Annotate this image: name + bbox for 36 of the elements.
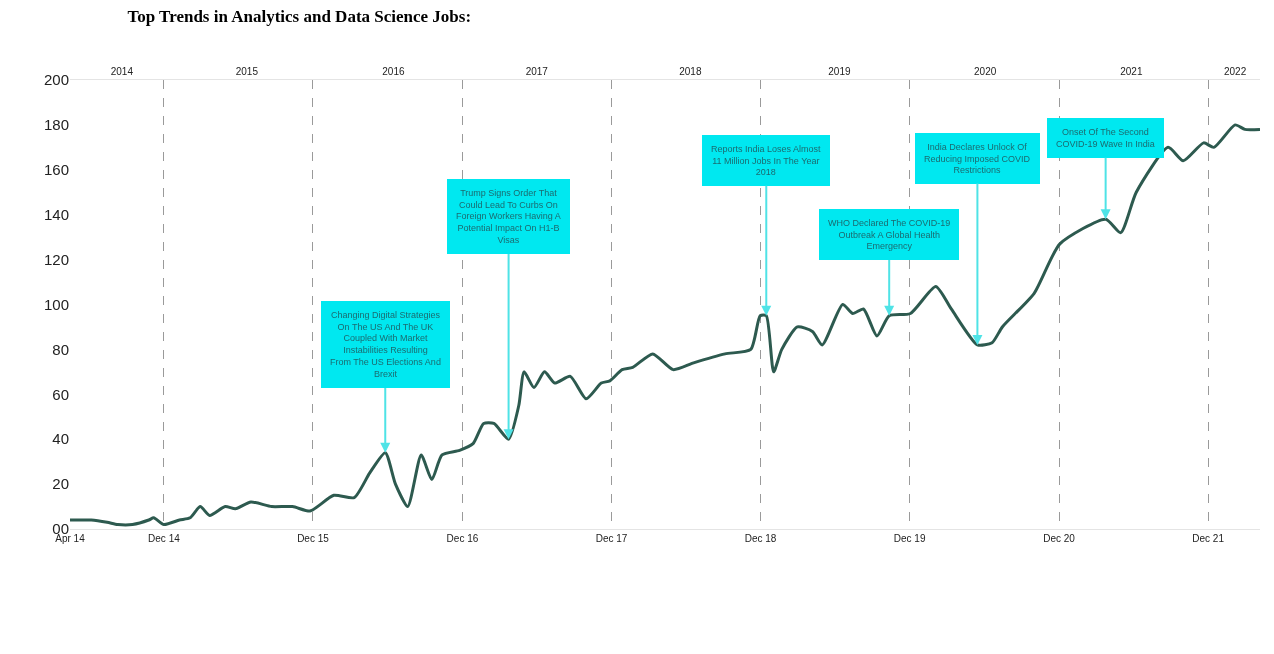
x-tick-label: Dec 14 (148, 533, 181, 544)
y-tick-label: 80 (52, 340, 69, 358)
y-tick-label: 180 (43, 116, 69, 134)
x2-tick-label: 2018 (679, 66, 702, 77)
x2-tick-label: 2017 (525, 66, 549, 77)
annotation: Changing Digital Strategies On The US And The UK Coupled With Market Instabilities Resulting From The US Elections And Brexit (330, 310, 441, 379)
x-tick-label: Dec 20 (1043, 533, 1076, 544)
y-tick-label: 20 (52, 475, 69, 493)
chart-title: Top Trends in Analytics and Data Science Jobs: (127, 6, 472, 26)
x-tick-label: Dec 21 (1192, 533, 1225, 544)
x-tick-label: Dec 18 (744, 533, 777, 544)
x2-tick-label: 2022 (1223, 66, 1247, 77)
x-tick-label: Dec 16 (446, 533, 479, 544)
x2-tick-label: 2015 (235, 66, 259, 77)
y-tick-label: 60 (52, 385, 69, 403)
annotation: Trump Signs Order That Could Lead To Curbs On Foreign Workers Having A Potential Impact On H1-B Visas (456, 188, 561, 245)
x-tick-label: Apr 14 (55, 533, 86, 544)
y-tick-label: 120 (43, 250, 69, 268)
x2-tick-label: 2016 (382, 66, 405, 77)
x-tick-label: Dec 17 (595, 533, 628, 544)
annotation: Reports India Loses Almost 11 Million Jobs In The Year 2018 (711, 144, 822, 178)
annotation: WHO Declared The COVID-19 Outbreak A Global Health Emergency (828, 218, 951, 252)
x2-tick-label: 2019 (828, 66, 851, 77)
x2-tick-label: 2014 (110, 66, 134, 77)
x-tick-label: Dec 19 (893, 533, 926, 544)
x2-tick-label: 2021 (1120, 66, 1143, 77)
x2-tick-label: 2020 (974, 66, 997, 77)
y-tick-label: 160 (43, 161, 69, 179)
annotation: India Declares Unlock Of Reducing Imposed COVID Restrictions (924, 142, 1031, 176)
annotation: Onset Of The Second COVID-19 Wave In India (1056, 127, 1155, 149)
y-tick-label: 100 (43, 295, 69, 313)
line-series (70, 123, 1260, 527)
y-tick-label: 40 (52, 430, 69, 448)
y-tick-label: 140 (43, 205, 69, 223)
y-tick-label: 200 (43, 71, 69, 89)
x-tick-label: Dec 15 (297, 533, 330, 544)
